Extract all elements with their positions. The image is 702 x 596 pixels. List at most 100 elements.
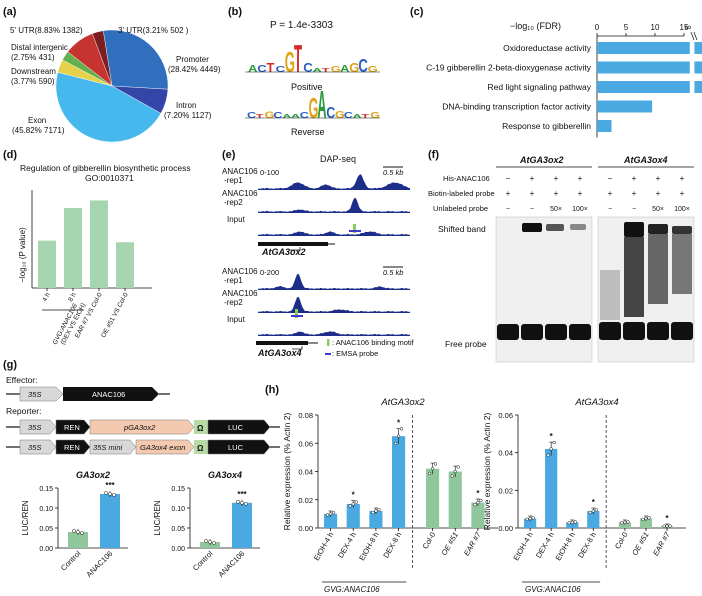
track-label-rep1-b: -rep1 — [224, 176, 243, 185]
motif-marker-ga3ox4 — [295, 309, 298, 318]
qpcr-chart-point — [644, 516, 648, 521]
emsa-sign-biotin: + — [656, 189, 661, 198]
construct-reporter-label: Reporter: — [6, 406, 41, 416]
panel-d-bar — [116, 242, 134, 288]
logo-letter-a: A — [312, 68, 321, 74]
qpcr-chart-bar — [471, 502, 485, 528]
luc-chart-y-tick-label: 0.05 — [39, 526, 53, 533]
qpcr-chart-y-tick-label: 0.02 — [498, 486, 513, 495]
logo-letter-a: A — [291, 114, 300, 120]
gene-model-ga3ox2-arrow — [290, 247, 301, 251]
emsa-shifted-band — [546, 224, 564, 231]
luc-chart-significance: *** — [237, 490, 247, 499]
luc-chart-title: GA3ox4 — [208, 470, 242, 480]
logo-letter-t: T — [266, 60, 274, 75]
dapseq-track-ga3ox2-rep1 — [258, 174, 410, 190]
motif-marker-ga3ox2 — [353, 224, 356, 233]
logo-letter-c: C — [247, 112, 257, 120]
track-label-rep1-b-2: -rep1 — [224, 276, 243, 285]
track-label-rep2-a-2: ANAC106 — [222, 289, 258, 298]
qpcr-chart-bar — [426, 468, 440, 528]
qpcr-chart-point — [479, 498, 483, 503]
pie-slice-exon — [55, 72, 162, 143]
qpcr-chart-category-label: DEX-4 h — [534, 531, 556, 560]
qpcr-chart-point — [374, 509, 378, 513]
panel-label-c: (c) — [410, 6, 424, 18]
logo-letter-t: T — [361, 114, 369, 120]
qpcr-chart-category-label: DEX-8 h — [381, 531, 403, 560]
emsa-free-probe-band — [647, 322, 669, 340]
qpcr-chart-ylabel: Relative expression (% Actin 2) — [482, 413, 492, 531]
logo-letter-c: C — [300, 112, 310, 120]
qpcr-chart-point — [525, 517, 529, 521]
logo-letter-g: G — [349, 60, 359, 75]
luc-chart-point — [212, 541, 216, 545]
emsa-sign-biotin: + — [530, 189, 535, 198]
logo-letter-g: G — [285, 46, 295, 78]
qpcr-chart-point — [528, 516, 532, 521]
emsa-sign-his: + — [530, 174, 535, 183]
luc-chart-ylabel: LUC/REN — [153, 500, 162, 535]
logo-letter-c: C — [257, 62, 267, 74]
pie-label-3utr: 3' UTR(3.21% 502 ) — [118, 26, 189, 35]
qpcr-chart-point — [594, 508, 598, 512]
go-bar — [597, 61, 690, 74]
reporter-omega-box — [194, 420, 208, 434]
qpcr-chart-y-tick-label: 0.04 — [298, 468, 313, 477]
luc-chart-y-tick-label: 0.00 — [39, 546, 53, 553]
logo-letter-g: G — [370, 112, 380, 120]
track-scale-1: 0-100 — [260, 168, 279, 177]
emsa-probe-ga3ox4 — [291, 315, 303, 317]
track-label-rep2-b: -rep2 — [224, 198, 243, 207]
qpcr-chart-y-tick-label: 0.00 — [298, 524, 313, 533]
emsa-sign-table: − + − + + − + +50× + +100× − + − + + − + +50× + +100× — [506, 174, 690, 213]
reporter-35s-box — [19, 439, 57, 455]
reporter-luc-box — [207, 419, 271, 435]
dapseq-track-ga3ox2-rep2 — [258, 197, 410, 213]
construct-reporter-maps: 35S REN pGA3ox2 Ω LUC 35S REN 35S mini GA3ox4 ex… — [6, 419, 280, 455]
qpcr-chart-point — [473, 502, 477, 507]
reporter-35smini-box — [89, 439, 137, 455]
emsa-sign-his: + — [680, 174, 685, 183]
qpcr-chart-point — [552, 440, 556, 445]
go-bar — [597, 100, 653, 113]
emsa-free-probe-band — [623, 322, 645, 340]
emsa-sign-unlabeled: 50× — [550, 206, 562, 213]
qpcr-chart-bar — [566, 522, 579, 528]
luc-chart-point — [204, 539, 208, 543]
qpcr-chart-point — [641, 517, 645, 521]
qpcr-chart-point — [430, 467, 435, 471]
logo-letter-a: A — [353, 114, 362, 120]
emsa-sign-his: − — [506, 174, 511, 183]
gene-label-ga3ox4: AtGA3ox4 — [257, 348, 302, 358]
panel-h-group-label-2: GVG:ANAC106 — [525, 585, 581, 594]
qpcr-chart-point — [588, 510, 592, 515]
emsa-smear — [624, 237, 644, 317]
qpcr-chart-point — [348, 504, 352, 508]
legend-motif: : ANAC106 binding motif — [332, 338, 415, 347]
qpcr-chart-point — [450, 474, 454, 478]
panel-d-category-label: 8 h — [67, 291, 78, 303]
qpcr-chart-category-label: EtOH-4 h — [312, 531, 335, 563]
luc-chart-point — [80, 531, 84, 535]
qpcr-chart-category-label: DEX-4 h — [336, 531, 358, 560]
gene-label-ga3ox2: AtGA3ox2 — [261, 247, 306, 257]
go-x-tick-label: 15 — [680, 23, 689, 32]
go-bar — [597, 120, 612, 132]
logo-letter-g: G — [335, 110, 345, 121]
dapseq-track-ga3ox2-input — [258, 231, 410, 236]
qpcr-chart-point — [377, 508, 381, 512]
reporter-luc-box — [207, 439, 271, 455]
qpcr-chart-y-tick-label: 0.06 — [298, 439, 313, 448]
emsa-free-probe-band — [521, 324, 543, 340]
logo-letter-g: G — [265, 111, 275, 121]
luc-chart-y-tick-label: 0.15 — [171, 486, 185, 493]
logo-letter-g: G — [331, 66, 341, 75]
legend-emsa-swatch — [325, 353, 331, 355]
qpcr-chart-category-label: EtOH-4 h — [511, 531, 534, 563]
qpcr-chart-point — [531, 516, 535, 520]
luc-chart-category-label: Control — [59, 549, 83, 573]
emsa-sign-unlabeled: − — [608, 206, 612, 213]
emsa-row-unlabeled: Unlabeled probe — [433, 204, 488, 213]
scale-bar-label-2: 0.5 kb — [383, 268, 403, 277]
